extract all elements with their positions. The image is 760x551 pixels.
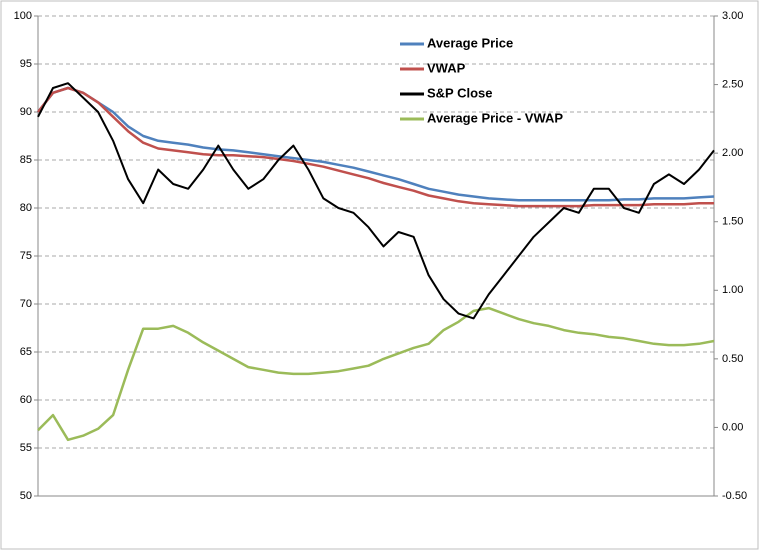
series-line bbox=[37, 86, 714, 208]
y2-tick-label: 1.50 bbox=[722, 216, 743, 228]
series-line bbox=[37, 86, 715, 202]
y-tick-label: 95 bbox=[20, 58, 32, 70]
legend-label: VWAP bbox=[427, 60, 466, 75]
y2-tick-label: 3.00 bbox=[722, 10, 743, 22]
y-tick-label: 65 bbox=[20, 346, 32, 358]
y-tick-label: 70 bbox=[20, 298, 32, 310]
legend-label: Average Price - VWAP bbox=[427, 110, 563, 125]
legend-label: Average Price bbox=[427, 35, 513, 50]
y-tick-label: 80 bbox=[20, 202, 32, 214]
y-tick-label: 100 bbox=[14, 10, 32, 22]
y2-tick-label: 1.00 bbox=[722, 284, 743, 296]
y2-tick-label: -0.50 bbox=[722, 490, 747, 502]
y2-tick-label: 2.50 bbox=[722, 78, 743, 90]
legend-label: S&P Close bbox=[427, 85, 493, 100]
y-tick-label: 75 bbox=[20, 250, 32, 262]
y-tick-label: 90 bbox=[20, 106, 32, 118]
y2-tick-label: 0.00 bbox=[722, 421, 743, 433]
y-tick-label: 55 bbox=[20, 442, 32, 454]
y2-tick-label: 2.00 bbox=[722, 147, 743, 159]
y-tick-label: 60 bbox=[20, 394, 32, 406]
series-line bbox=[37, 306, 715, 442]
y-tick-label: 50 bbox=[20, 490, 32, 502]
series-line bbox=[37, 82, 715, 320]
y-tick-label: 85 bbox=[20, 154, 32, 166]
y2-tick-label: 0.50 bbox=[722, 353, 743, 365]
